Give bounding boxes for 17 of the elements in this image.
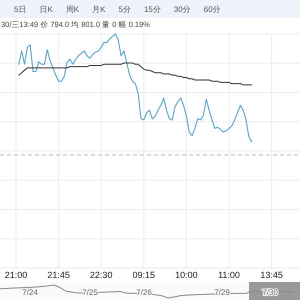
x-tick-label: 22:30 [90, 270, 112, 280]
text: 60分 [204, 5, 221, 14]
x-tick-label: 7/24 [22, 288, 38, 297]
text: 日K [39, 5, 54, 14]
x-tick-label: 21:45 [47, 270, 70, 280]
x-tick-label: 13:45 [260, 270, 283, 280]
text: 5分 [118, 5, 131, 14]
text: 15分 [144, 5, 161, 14]
x-tick-label: 7/30 [262, 288, 278, 297]
text: 周K [66, 5, 80, 14]
x-tick-label: 09:15 [132, 270, 156, 280]
text: 30分 [174, 5, 191, 14]
text: 5日 [14, 5, 26, 14]
text: 月K [92, 5, 106, 14]
x-tick-label: 10:00 [175, 270, 198, 280]
x-tick-label: 11:00 [218, 270, 240, 280]
x-tick-label: 21:00 [4, 270, 28, 280]
